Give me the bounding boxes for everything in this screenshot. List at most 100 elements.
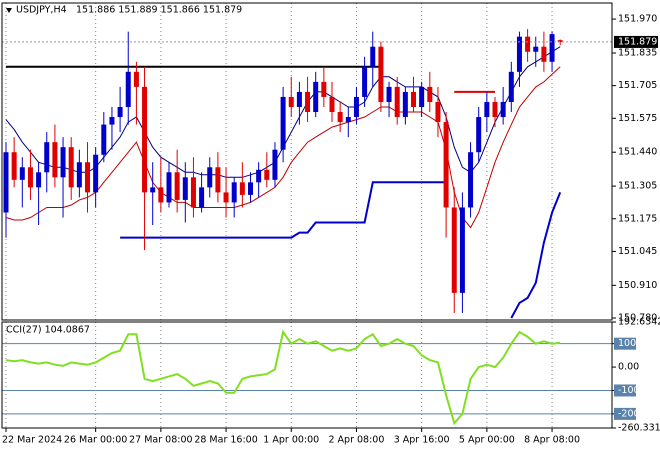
x-tick-label: 5 Apr 00:00: [459, 435, 515, 446]
x-tick-label: 27 Mar 08:00: [129, 435, 192, 446]
candle-body: [296, 91, 302, 107]
x-tick-label: 1 Apr 00:00: [263, 435, 319, 446]
y-tick-label: 151.045: [618, 246, 657, 257]
candle-body: [533, 46, 539, 52]
y-tick-label: 0.00: [618, 362, 639, 373]
candle-body: [353, 96, 359, 118]
ohlc-text: 151.886 151.889 151.866 151.879: [76, 5, 242, 16]
y-tick-label: -100: [618, 385, 640, 396]
x-tick-label: 22 Mar 2024: [2, 435, 62, 446]
candle-body: [443, 122, 449, 208]
candle-body: [207, 167, 213, 188]
candle-body: [3, 152, 9, 213]
candle-body: [541, 46, 547, 62]
y-tick-label: 151.440: [618, 147, 657, 158]
candle-body: [313, 81, 319, 113]
x-tick-label: 28 Mar 16:00: [194, 435, 257, 446]
candle-body: [19, 167, 25, 180]
candle-body: [280, 96, 286, 150]
candle-body: [174, 172, 180, 200]
candle-body: [142, 86, 148, 193]
y-tick-label: 151.970: [618, 14, 657, 25]
candle-body: [484, 101, 490, 118]
candle-body: [557, 40, 563, 42]
cci-line: [5, 329, 561, 426]
candle-body: [370, 46, 376, 67]
candle-body: [337, 112, 343, 123]
candle-body: [239, 182, 245, 195]
candle-body: [508, 71, 514, 102]
candle-body: [264, 169, 270, 180]
candle-body: [60, 147, 66, 178]
y-tick-label: 100: [618, 338, 636, 349]
candle-body: [288, 96, 294, 107]
x-tick-label: 2 Apr 08:00: [328, 435, 384, 446]
candle-body: [525, 36, 531, 52]
candle-body: [411, 91, 416, 107]
candle-body: [68, 147, 74, 188]
overlay: 22 Mar 2024 26 Mar 00:00 27 Mar 08:00 28 Ma…: [2, 14, 660, 446]
y-tick-label: 150.780: [618, 312, 657, 323]
y-tick-label: 151.175: [618, 213, 657, 224]
candle-body: [500, 101, 506, 118]
candle-body: [435, 101, 441, 123]
candle-body: [190, 177, 196, 208]
candle-body: [215, 167, 221, 193]
candle-body: [85, 162, 90, 193]
x-tick-label: 3 Apr 16:00: [394, 435, 450, 446]
candle-body: [36, 172, 42, 188]
candle-body: [93, 154, 99, 193]
candle-body: [516, 36, 522, 72]
candle-body: [345, 117, 351, 123]
candle-body: [394, 86, 400, 118]
y-tick-label: -260.3313: [618, 423, 660, 434]
candle-body: [117, 106, 123, 118]
price-frame: [1, 2, 613, 321]
level-label-box: [614, 384, 636, 397]
candle-body: [199, 187, 205, 208]
candle-body: [305, 91, 311, 113]
candle-body: [182, 177, 188, 200]
cci-title: CCI(27) 104.0867: [6, 325, 90, 336]
candle-body: [158, 187, 164, 203]
candle-body: [386, 86, 392, 102]
candle-body: [492, 101, 498, 118]
indicator-line: [5, 66, 561, 229]
candle-body: [321, 81, 327, 97]
candle-body: [402, 91, 408, 118]
candle-body: [419, 86, 425, 107]
candle-body: [459, 207, 465, 293]
y-tick-label: 151.305: [618, 181, 657, 192]
candle-body: [109, 117, 115, 125]
candle-body: [256, 169, 262, 183]
candle-body: [133, 71, 139, 87]
candle-body: [378, 46, 384, 102]
last-price-label: 151.879: [618, 36, 657, 47]
candle-body: [223, 192, 229, 203]
candle-body: [549, 34, 555, 62]
candle-body: [11, 152, 17, 180]
candle-body: [329, 96, 335, 113]
candle-body: [125, 71, 131, 107]
y-tick-label: 151.575: [618, 113, 657, 124]
last-price-box: [614, 35, 658, 48]
y-tick-label: 151.705: [618, 80, 657, 91]
candle-body: [150, 187, 156, 193]
candle-body: [231, 182, 237, 203]
menu-triangle: [6, 8, 12, 13]
level-label-box: [614, 337, 636, 350]
cci-panel: [2, 322, 612, 428]
candle-body: [44, 142, 50, 173]
level-label-box: [614, 407, 636, 420]
cci-frame: [1, 321, 613, 429]
candle-body: [248, 182, 253, 195]
y-tick-label: 192.6342: [618, 317, 660, 328]
x-tick-label: 26 Mar 00:00: [64, 435, 127, 446]
indicator-line: [120, 181, 562, 319]
candle-body: [27, 167, 33, 188]
candle-body: [476, 117, 482, 153]
y-tick-label: 150.910: [618, 280, 657, 291]
candle-body: [76, 162, 82, 188]
